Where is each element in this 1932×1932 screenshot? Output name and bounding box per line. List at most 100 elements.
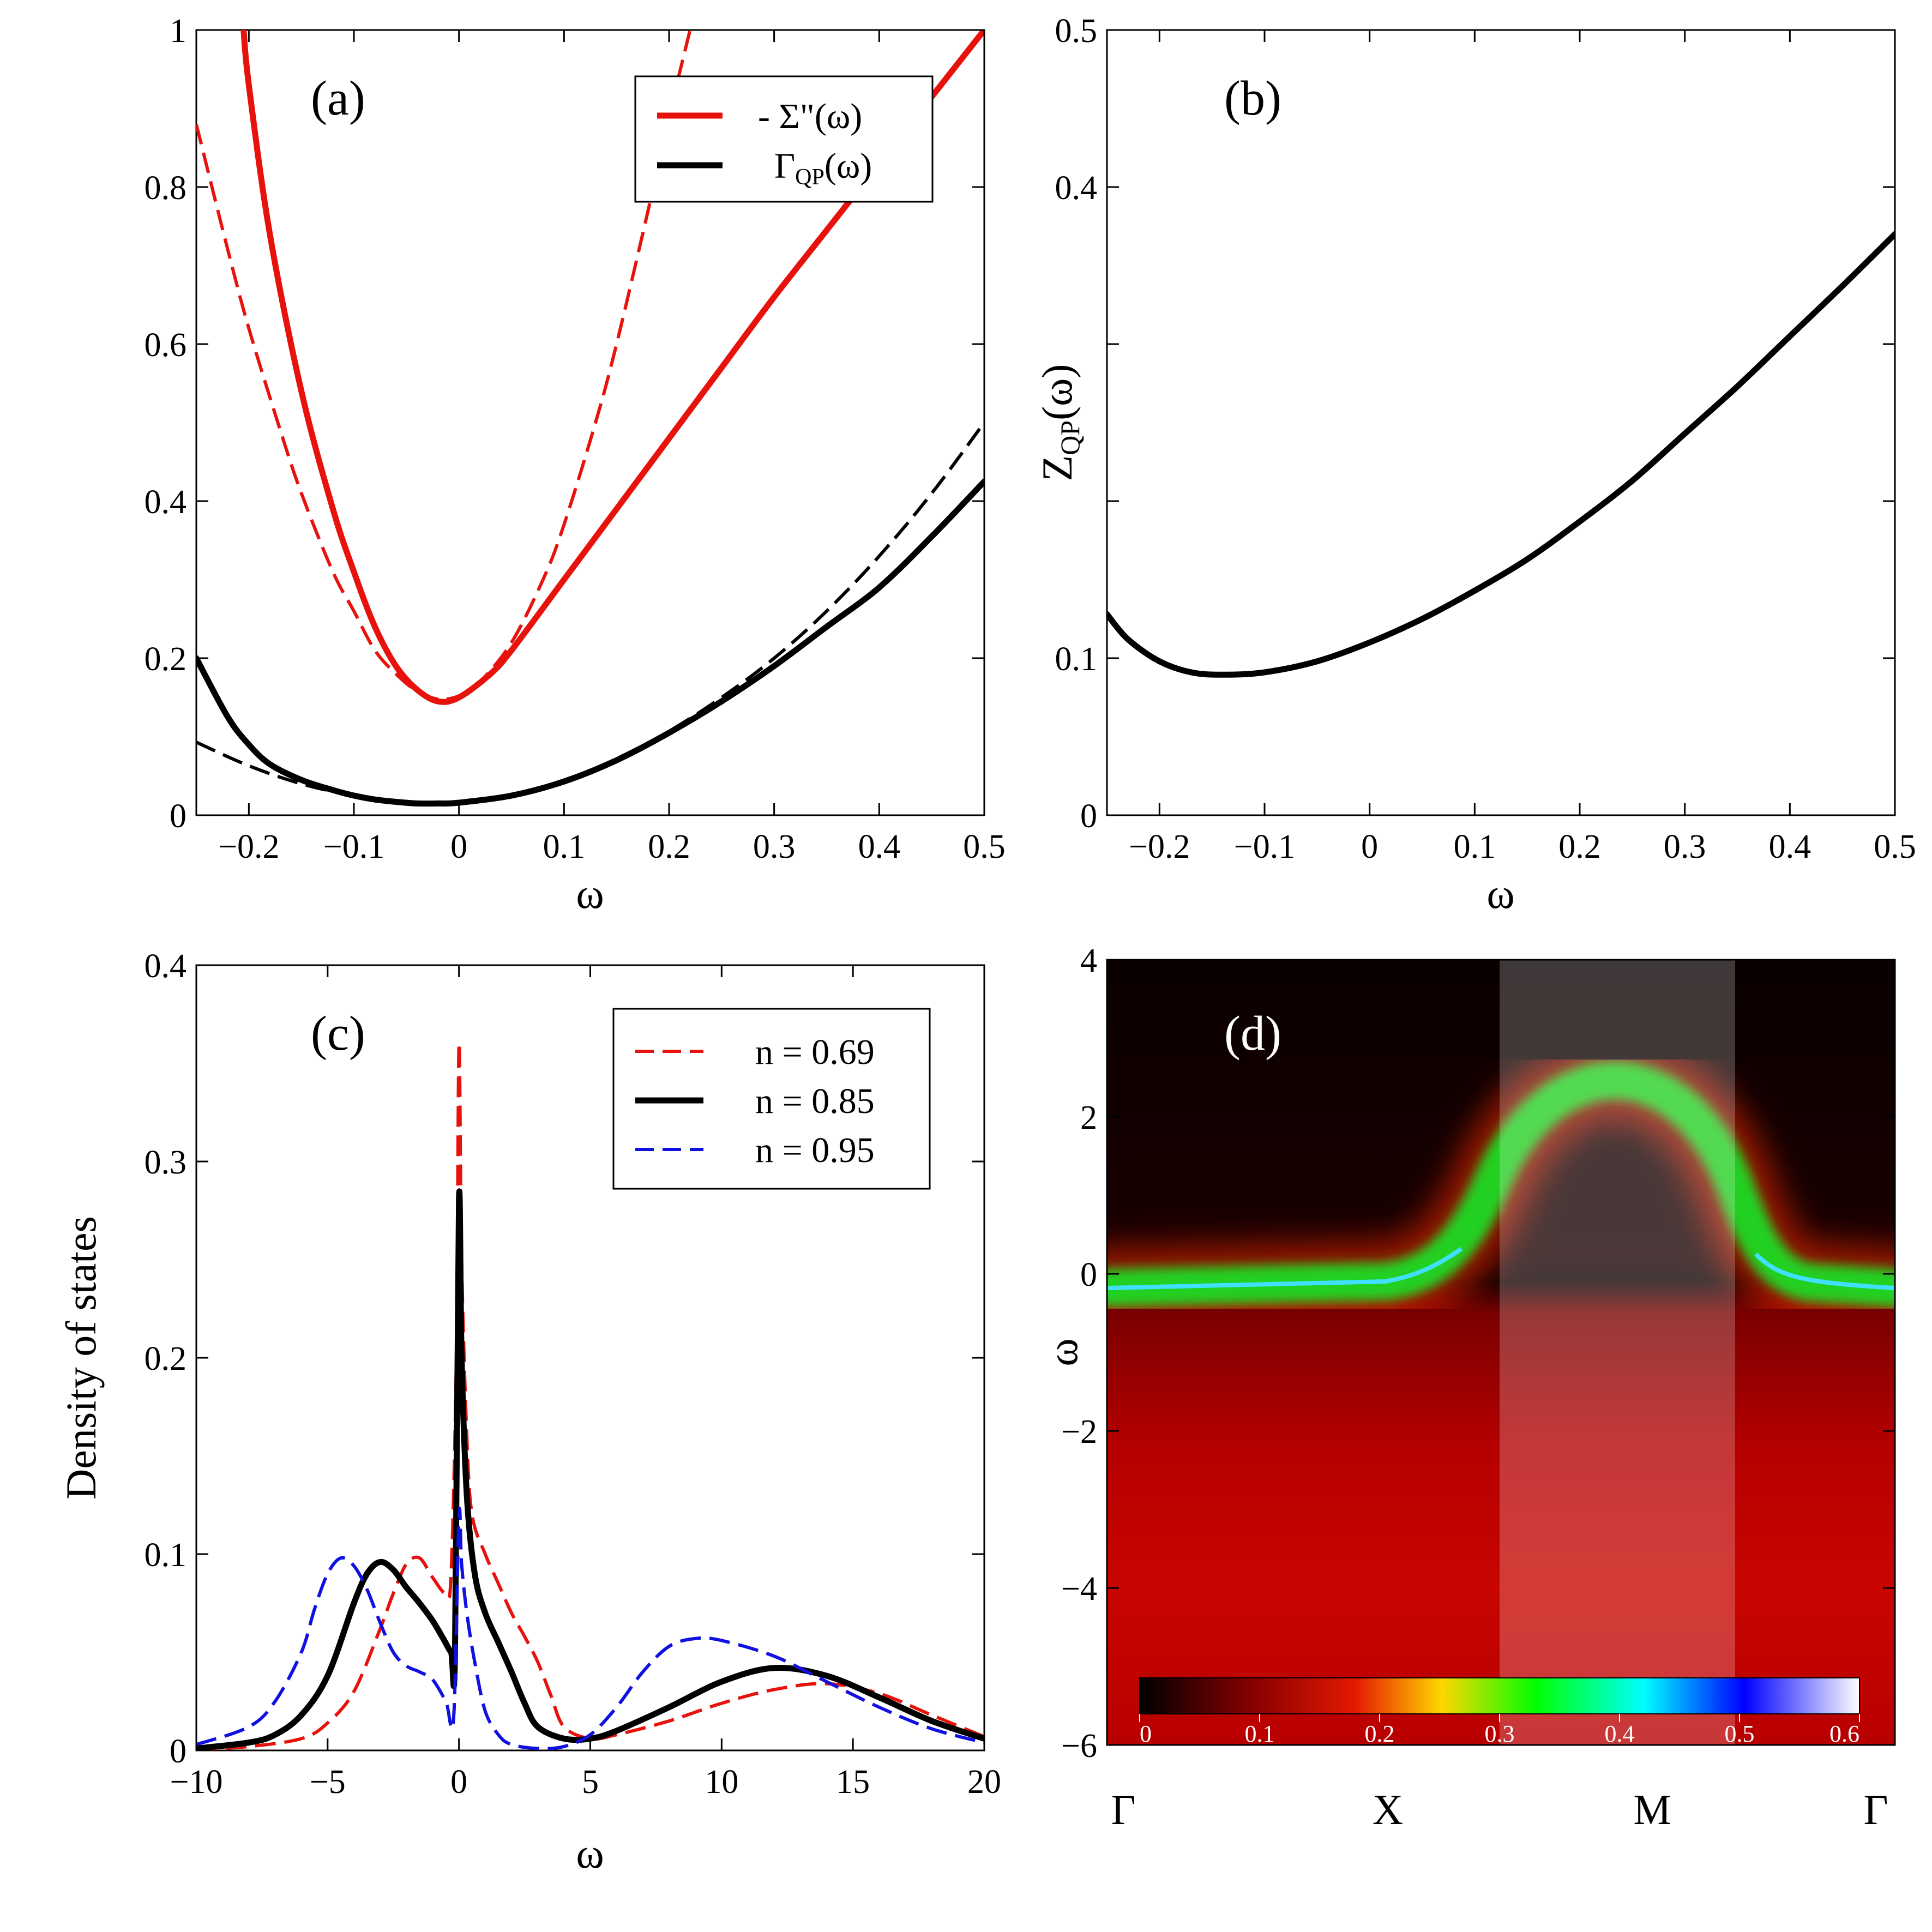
panel-a-label: (a) [311, 71, 365, 125]
panel-c-series [196, 1040, 984, 1750]
panel-b-ytick-label: 0.5 [1055, 13, 1098, 50]
panel-b-series [1107, 231, 1895, 678]
panel-b-ylabel: ZQP(ω) [1033, 364, 1085, 482]
panel-c-xtick-label: −5 [310, 1764, 346, 1801]
panel-a-xtick-label: 0.3 [753, 828, 796, 865]
panel-c-ytick-label: 0.1 [145, 1537, 187, 1574]
heatmap-image: 0 0.1 0.2 0.3 0.4 0.5 0.6 [1107, 960, 1895, 1747]
panel-a-series-1 [196, 30, 692, 701]
legend-c-label-0: n = 0.69 [755, 1032, 875, 1072]
panel-c-xlabel: ω [576, 1829, 604, 1877]
legend-c-label-2: n = 0.95 [755, 1130, 875, 1170]
colorbar-tick-label: 0 [1140, 1720, 1152, 1747]
panel-a-ytick-label: 0.2 [145, 641, 187, 678]
panel-a-xtick-label: 0.2 [648, 828, 690, 865]
panel-b-xtick-label: 0.4 [1769, 828, 1811, 865]
panel-b-xlabel: ω [1486, 870, 1514, 917]
panel-a-xlabel: ω [576, 870, 604, 917]
heatmap-glow-right [1666, 1374, 1895, 1734]
panel-c-label: (c) [311, 1007, 365, 1061]
panel-c-xtick-label: 20 [967, 1764, 1001, 1801]
panel-a-frame [195, 29, 985, 816]
panel-a-ytick-label: 1 [170, 13, 186, 50]
panel-d-ytick-label: 0 [1080, 1256, 1097, 1293]
colorbar-tick-label: 0.1 [1245, 1720, 1275, 1747]
panel-b-xtick-label: −0.2 [1129, 828, 1190, 865]
legend-a-box [634, 75, 934, 203]
panel-a-xtick-label: 0.1 [543, 828, 586, 865]
panel-c: −10 −5 0 5 10 15 20 0 0.1 0.2 0.3 0.4 (c) ω Density… [57, 948, 1001, 1877]
panel-d-ytick-label: −4 [1061, 1570, 1097, 1608]
panel-b-ylabel-suffix: (ω) [1033, 364, 1081, 420]
panel-b-ytick-label: 0 [1080, 798, 1097, 835]
panel-d-ytick-label: −6 [1061, 1728, 1097, 1765]
panel-a-ytick-label: 0.6 [145, 327, 187, 364]
panel-a: −0.2 −0.1 0 0.1 0.2 0.3 0.4 0.5 0 0.2 0.4 0.6 0.8 1 (… [145, 13, 1006, 917]
colorbar-tick-label: 0.2 [1365, 1720, 1395, 1747]
legend-a-label-1: ΓQP(ω) [774, 146, 872, 190]
panel-b-xtick-label: 0.2 [1558, 828, 1601, 865]
panel-b-ylabel-sub: QP [1055, 420, 1085, 455]
panel-c-legend: n = 0.69 n = 0.85 n = 0.95 [612, 1008, 931, 1190]
panel-c-ticks: −10 −5 0 5 10 15 20 0 0.1 0.2 0.3 0.4 [145, 948, 1002, 1801]
legend-a-label-1-main: Γ [774, 146, 795, 186]
panel-a-ticks: −0.2 −0.1 0 0.1 0.2 0.3 0.4 0.5 0 0.2 0.4 0.6 0.8 1 [145, 13, 1006, 865]
panel-a-series [196, 30, 984, 807]
panel-c-series-2 [196, 1507, 984, 1750]
panel-d-ytick-label: 4 [1080, 942, 1097, 979]
panel-c-xtick-label: 0 [450, 1764, 467, 1801]
legend-a-label-0: - Σ"(ω) [758, 97, 862, 136]
panel-c-ytick-label: 0.3 [145, 1144, 187, 1181]
panel-c-ytick-label: 0.2 [145, 1340, 187, 1377]
colorbar-tick-label: 0.5 [1725, 1720, 1755, 1747]
panel-b-ylabel-main: Z [1033, 455, 1081, 482]
kpath-label-0: Γ [1111, 1786, 1135, 1833]
colorbar: 0 0.1 0.2 0.3 0.4 0.5 0.6 [1139, 1677, 1860, 1747]
panel-a-ytick-label: 0 [170, 798, 186, 835]
panel-a-xtick-label: 0.5 [963, 828, 1006, 865]
panel-a-ytick-label: 0.8 [145, 170, 187, 207]
panel-c-series-1 [196, 1188, 984, 1750]
panel-a-xtick-label: −0.1 [323, 828, 384, 865]
colorbar-tick-label: 0.3 [1485, 1720, 1515, 1747]
kpath-label-3: Γ [1863, 1786, 1888, 1833]
kpath-label-1: X [1373, 1786, 1403, 1833]
panel-d-label: (d) [1224, 1007, 1281, 1061]
shaded-region [1500, 960, 1735, 1745]
panel-a-series-0 [240, 30, 984, 705]
panel-b-ytick-label: 0.1 [1055, 641, 1098, 678]
panel-d: 0 0.1 0.2 0.3 0.4 0.5 0.6 −6 −4 −2 0 2 4 (d) ω Γ X M Γ [1039, 942, 1896, 1833]
colorbar-ticks: 0 0.1 0.2 0.3 0.4 0.5 0.6 [1139, 1714, 1860, 1747]
panel-b-xtick-label: 0 [1361, 828, 1378, 865]
panel-d-ytick-label: 2 [1080, 1099, 1097, 1136]
panel-b-ytick-label: 0.4 [1055, 170, 1098, 207]
panel-c-ytick-label: 0.4 [145, 948, 187, 985]
panel-b-xtick-label: −0.1 [1234, 828, 1295, 865]
panel-c-xtick-label: 15 [836, 1764, 870, 1801]
panel-d-frame [1106, 959, 1896, 1746]
panel-c-xtick-label: 10 [705, 1764, 738, 1801]
panel-b-label: (b) [1224, 71, 1281, 125]
panel-c-ytick-label: 0 [170, 1733, 186, 1770]
legend-a-label-1-suffix: (ω) [824, 146, 872, 186]
band-edge-right [1754, 1253, 1895, 1290]
kpath-label-2: M [1633, 1786, 1671, 1833]
panel-b-xtick-label: 0.1 [1454, 828, 1496, 865]
legend-c-label-1: n = 0.85 [755, 1081, 875, 1121]
panel-a-xtick-label: −0.2 [218, 828, 279, 865]
panel-c-xtick-label: 5 [582, 1764, 599, 1801]
panel-c-xtick-label: −10 [170, 1764, 223, 1801]
panel-a-ytick-label: 0.4 [145, 484, 187, 521]
heatmap-glow-left [1107, 1374, 1380, 1734]
legend-a-label-1-sub: QP [795, 165, 824, 190]
panel-d-ticks: −6 −4 −2 0 2 4 [1061, 942, 1895, 1765]
colorbar-tick-label: 0.4 [1605, 1720, 1635, 1747]
band-edge [1107, 1247, 1463, 1290]
colorbar-bar [1139, 1677, 1860, 1714]
panel-a-series-3 [196, 422, 984, 805]
panel-d-ytick-label: −2 [1061, 1413, 1097, 1450]
panel-c-ylabel: Density of states [57, 1216, 105, 1500]
panel-a-xtick-label: 0.4 [858, 828, 901, 865]
